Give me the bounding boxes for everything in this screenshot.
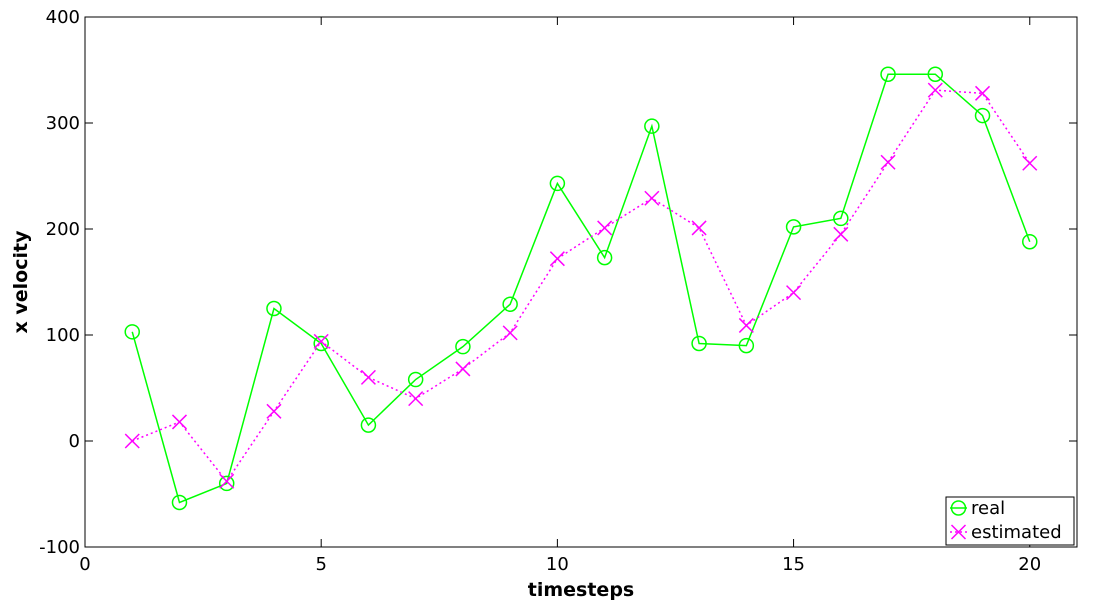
data-point-real	[266, 300, 282, 317]
legend-marker	[950, 524, 967, 540]
legend-item-estimated: estimated	[950, 522, 1062, 543]
data-point-estimated	[833, 226, 849, 242]
x-tick-label: 0	[79, 554, 90, 575]
legend-item-real: real	[950, 498, 1005, 519]
legend-label: estimated	[971, 522, 1062, 543]
data-point-estimated	[644, 190, 660, 206]
legend: real estimated	[945, 496, 1075, 546]
data-point-real	[407, 371, 424, 388]
data-point-estimated	[502, 325, 518, 341]
data-point-real	[455, 338, 471, 355]
data-point-real	[502, 296, 518, 313]
y-tick-label: -100	[39, 537, 80, 558]
series-estimated	[124, 82, 1038, 489]
legend-marker	[950, 500, 967, 516]
data-point-estimated	[313, 333, 329, 349]
data-point-real	[1022, 233, 1038, 250]
y-tick-label: 300	[46, 113, 80, 134]
data-point-real	[785, 219, 802, 235]
y-axis-title: x velocity	[10, 230, 32, 334]
data-point-real	[313, 335, 329, 352]
data-point-real	[360, 417, 377, 433]
data-point-estimated	[1022, 155, 1038, 171]
data-point-estimated	[597, 220, 613, 236]
data-point-real	[738, 337, 755, 354]
x-tick-label: 15	[782, 554, 805, 575]
y-tick-label: 400	[46, 7, 80, 28]
data-point-estimated	[691, 220, 707, 236]
y-tick-label: 200	[46, 219, 80, 240]
data-point-estimated	[266, 403, 282, 419]
data-point-real	[927, 66, 944, 82]
data-point-real	[974, 107, 991, 124]
legend-box	[945, 496, 1075, 546]
series-layer	[124, 66, 1038, 511]
data-point-estimated	[408, 391, 424, 407]
data-point-estimated	[927, 82, 943, 98]
data-point-real	[880, 66, 896, 82]
data-point-real	[691, 335, 707, 352]
legend-label: real	[971, 498, 1005, 519]
plot-area	[84, 16, 1078, 548]
y-tick-label: 0	[69, 431, 80, 452]
data-point-real	[596, 249, 613, 266]
x-tick-label: 5	[315, 554, 326, 575]
data-point-estimated	[124, 433, 140, 449]
series-real	[124, 66, 1038, 511]
axis-ticks	[84, 16, 1077, 548]
data-point-estimated	[880, 154, 896, 170]
data-point-real	[644, 118, 660, 134]
data-point-estimated	[219, 473, 235, 489]
data-point-estimated	[786, 285, 802, 301]
data-point-estimated	[171, 414, 188, 430]
x-tick-label: 20	[1018, 554, 1041, 575]
y-tick-label: 100	[46, 325, 80, 346]
series-line-estimated	[131, 89, 1031, 483]
data-point-real	[833, 210, 849, 227]
data-point-real	[124, 324, 140, 340]
data-point-real	[218, 475, 235, 492]
data-point-estimated	[360, 369, 376, 385]
data-point-real	[171, 494, 188, 511]
data-point-real	[549, 175, 566, 192]
data-point-estimated	[455, 361, 471, 377]
series-line-real	[131, 73, 1031, 504]
data-point-estimated	[974, 85, 991, 101]
x-axis-title: timesteps	[528, 579, 634, 601]
data-point-estimated	[738, 317, 754, 333]
data-point-estimated	[549, 251, 565, 267]
x-tick-label: 10	[546, 554, 569, 575]
